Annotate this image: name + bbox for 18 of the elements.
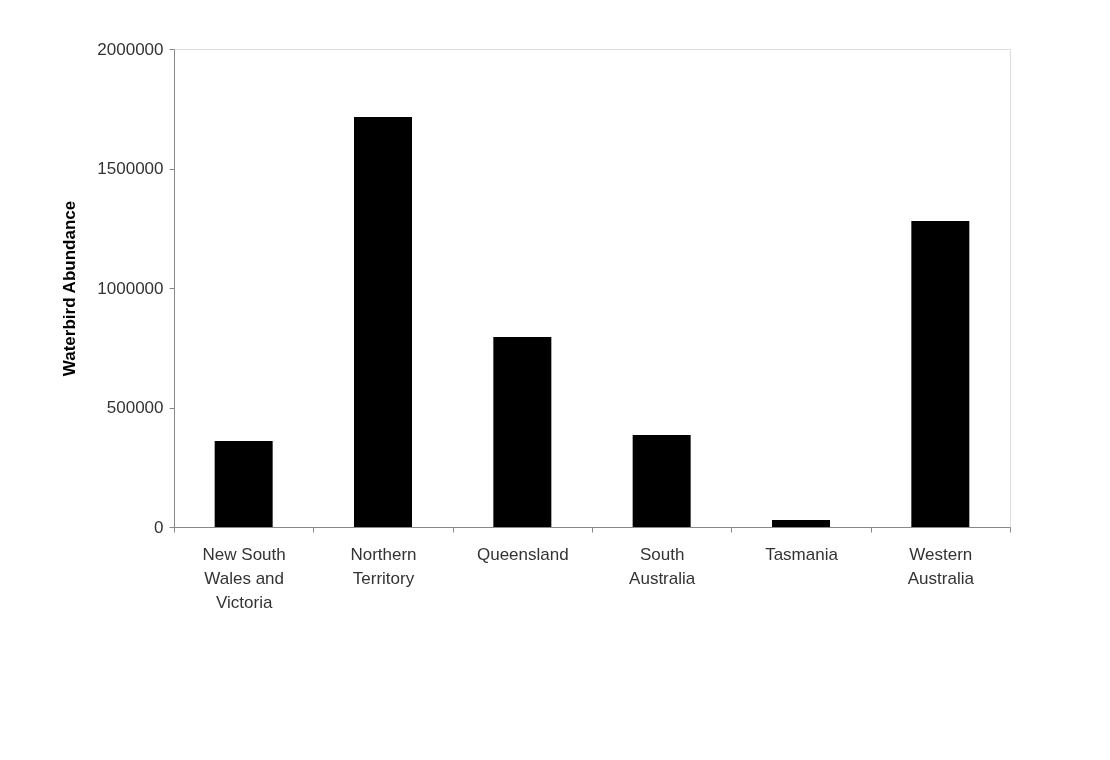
y-tick-label: 500000 [106,398,164,417]
y-tick-label: 2000000 [97,39,164,59]
x-tick-label: Northern Territory [350,544,417,588]
bar [911,221,970,527]
x-tick-label: South Australia [629,544,696,588]
x-tick-label: Queensland [476,544,569,564]
bar [772,520,830,527]
bar [354,117,412,527]
x-tick-label: New South Wales and Victoria [202,544,286,612]
bar [214,440,273,527]
y-tick-label: 1500000 [97,159,164,178]
bar [632,434,691,527]
y-tick-label: 0 [154,517,164,537]
y-tick-label: 1000000 [97,278,164,298]
y-axis-title: Waterbird Abundance [60,200,80,377]
x-tick-label: Tasmania [765,544,839,564]
bar [493,337,552,527]
x-tick-label: Western Australia [907,544,975,588]
